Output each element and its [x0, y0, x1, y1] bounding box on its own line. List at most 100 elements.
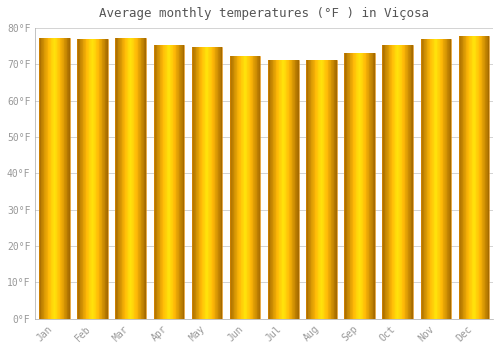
Bar: [63, 38, 64, 318]
Bar: [285, 61, 286, 319]
Bar: [436, 39, 438, 319]
Bar: [138, 38, 139, 318]
Bar: [382, 45, 383, 318]
Bar: [307, 60, 308, 318]
Bar: [171, 45, 172, 318]
Bar: [480, 36, 481, 318]
Bar: [346, 54, 348, 318]
Bar: [486, 36, 487, 318]
Bar: [249, 56, 250, 318]
Bar: [102, 39, 103, 319]
Bar: [424, 39, 425, 319]
Bar: [322, 60, 323, 318]
Bar: [483, 36, 484, 318]
Bar: [156, 45, 158, 318]
Bar: [287, 61, 288, 319]
Bar: [118, 38, 119, 318]
Bar: [161, 45, 162, 318]
Bar: [481, 36, 482, 318]
Bar: [297, 61, 298, 319]
Bar: [68, 38, 69, 318]
Bar: [172, 45, 174, 318]
Bar: [434, 39, 435, 319]
Bar: [58, 38, 59, 318]
Bar: [432, 39, 433, 319]
Bar: [366, 54, 367, 318]
Bar: [56, 38, 58, 318]
Bar: [98, 39, 100, 319]
Bar: [439, 39, 440, 319]
Bar: [374, 54, 375, 318]
Bar: [370, 54, 371, 318]
Bar: [106, 39, 107, 319]
Bar: [412, 45, 413, 318]
Bar: [409, 45, 410, 318]
Bar: [476, 36, 477, 318]
Bar: [137, 38, 138, 318]
Bar: [410, 45, 412, 318]
Bar: [345, 54, 346, 318]
Bar: [90, 39, 91, 319]
Bar: [61, 38, 62, 318]
Bar: [329, 60, 330, 318]
Bar: [487, 36, 488, 318]
Bar: [319, 60, 320, 318]
Bar: [232, 56, 233, 318]
Bar: [349, 54, 350, 318]
Bar: [214, 47, 216, 318]
Bar: [240, 56, 242, 318]
Bar: [238, 56, 239, 318]
Bar: [355, 54, 356, 318]
Bar: [200, 47, 201, 318]
Bar: [317, 60, 318, 318]
Bar: [406, 45, 407, 318]
Bar: [383, 45, 384, 318]
Bar: [177, 45, 178, 318]
Bar: [282, 61, 284, 319]
Bar: [272, 61, 274, 319]
Bar: [477, 36, 478, 318]
Bar: [87, 39, 88, 319]
Bar: [388, 45, 390, 318]
Bar: [384, 45, 386, 318]
Bar: [435, 39, 436, 319]
Bar: [280, 61, 281, 319]
Bar: [255, 56, 256, 318]
Bar: [170, 45, 171, 318]
Bar: [358, 54, 359, 318]
Bar: [470, 36, 471, 318]
Bar: [420, 39, 422, 319]
Bar: [422, 39, 423, 319]
Bar: [62, 38, 63, 318]
Bar: [42, 38, 43, 318]
Bar: [182, 45, 184, 318]
Bar: [482, 36, 483, 318]
Bar: [44, 38, 45, 318]
Bar: [309, 60, 310, 318]
Bar: [126, 38, 127, 318]
Bar: [101, 39, 102, 319]
Bar: [123, 38, 124, 318]
Bar: [246, 56, 248, 318]
Bar: [166, 45, 168, 318]
Bar: [256, 56, 258, 318]
Bar: [473, 36, 474, 318]
Bar: [95, 39, 96, 319]
Bar: [100, 39, 101, 319]
Bar: [362, 54, 364, 318]
Bar: [286, 61, 287, 319]
Bar: [65, 38, 66, 318]
Bar: [136, 38, 137, 318]
Bar: [448, 39, 449, 319]
Bar: [133, 38, 134, 318]
Bar: [390, 45, 391, 318]
Bar: [208, 47, 210, 318]
Bar: [162, 45, 164, 318]
Bar: [120, 38, 121, 318]
Bar: [316, 60, 317, 318]
Bar: [234, 56, 235, 318]
Bar: [478, 36, 480, 318]
Bar: [135, 38, 136, 318]
Bar: [139, 38, 140, 318]
Bar: [91, 39, 92, 319]
